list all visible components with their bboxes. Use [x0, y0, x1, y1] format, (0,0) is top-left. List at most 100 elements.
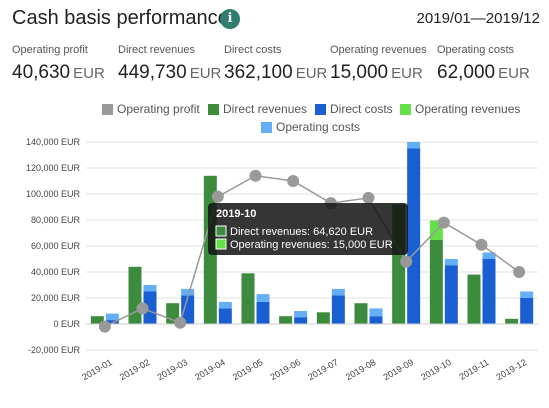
page-title: Cash basis performance: [12, 7, 229, 29]
series-line-operating-profit: [104, 175, 520, 328]
bar-direct-revenues: [316, 312, 330, 324]
x-tick-label: 2019-07: [306, 357, 340, 382]
y-tick-label: 20,000 EUR: [31, 293, 81, 303]
point-operating-profit: [475, 238, 488, 251]
bar-operating-costs: [331, 288, 345, 296]
kpi-label: Operating revenues: [330, 44, 427, 56]
kpi-value: 15,000 EUR: [330, 62, 427, 84]
bar-direct-revenues: [505, 318, 519, 324]
legend-label: Operating revenues: [415, 102, 520, 116]
point-operating-profit: [362, 191, 375, 204]
kpi-value: 449,730 EUR: [118, 62, 221, 84]
kpi-operating-profit: Operating profit 40,630 EUR: [12, 44, 105, 84]
point-operating-profit: [513, 266, 526, 278]
legend-swatch: [400, 104, 411, 115]
tooltip-title: 2019-10: [216, 208, 256, 220]
kpi-unit: EUR: [498, 65, 530, 82]
x-tick-label: 2019-06: [269, 357, 303, 382]
point-operating-profit: [136, 302, 149, 315]
bar-operating-costs: [105, 313, 119, 321]
bar-operating-costs: [218, 301, 232, 309]
bar-direct-revenues: [429, 239, 443, 324]
tooltip: 2019-10 Direct revenues: 64,620 EUROperat…: [208, 203, 408, 255]
kpi-unit: EUR: [73, 65, 105, 82]
kpi-number: 362,100: [224, 62, 293, 83]
bar-direct-revenues: [354, 303, 368, 324]
tooltip-line: Operating revenues: 15,000 EUR: [230, 239, 393, 251]
x-tick-label: 2019-12: [495, 357, 529, 382]
bar-direct-costs: [143, 291, 157, 324]
bar-operating-costs: [143, 285, 157, 292]
legend-label: Operating costs: [276, 120, 360, 134]
x-tick-label: 2019-11: [457, 357, 490, 382]
bar-direct-costs: [218, 308, 232, 324]
kpi-unit: EUR: [189, 65, 222, 82]
kpi-operating-costs: Operating costs 62,000 EUR: [437, 44, 530, 84]
kpi-label: Direct costs: [224, 44, 282, 56]
tooltip-line: Direct revenues: 64,620 EUR: [230, 226, 373, 238]
x-tick-label: 2019-08: [344, 357, 378, 382]
kpi-value: 40,630 EUR: [12, 62, 105, 84]
bar-direct-costs: [105, 320, 119, 324]
bar-operating-costs: [482, 252, 496, 259]
y-tick-label: 60,000 EUR: [31, 241, 81, 251]
kpi-direct-costs: Direct costs 362,100 EUR: [224, 44, 327, 84]
kpi-operating-revenues: Operating revenues 15,000 EUR: [330, 44, 427, 84]
header: Cash basis performance i 2019/01—2019/12: [12, 6, 542, 34]
info-icon[interactable]: i: [220, 9, 240, 29]
bar-direct-costs: [520, 298, 534, 324]
point-operating-profit: [211, 190, 224, 203]
point-operating-profit: [249, 169, 262, 182]
x-tick-label: 2019-04: [193, 357, 227, 382]
bar-operating-costs: [407, 142, 421, 149]
point-operating-profit: [98, 320, 111, 333]
date-range[interactable]: 2019/01—2019/12: [416, 10, 540, 27]
bar-direct-costs: [482, 259, 496, 324]
legend-swatch: [261, 122, 272, 133]
bar-direct-costs: [444, 265, 458, 324]
x-tick-label: 2019-02: [118, 357, 152, 382]
x-tick-label: 2019-05: [231, 357, 265, 382]
kpi-value: 362,100 EUR: [224, 62, 327, 84]
legend-label: Operating profit: [117, 102, 200, 116]
bar-direct-revenues: [128, 266, 142, 324]
bar-direct-revenues: [279, 316, 293, 324]
kpi-unit: EUR: [391, 65, 423, 82]
legend-label: Direct costs: [330, 102, 393, 116]
bar-direct-costs: [331, 295, 345, 324]
bar-direct-costs: [181, 295, 195, 324]
legend-label: Direct revenues: [223, 102, 307, 116]
kpi-label: Operating costs: [437, 44, 515, 56]
bar-direct-costs: [294, 317, 308, 324]
y-tick-label: 120,000 EUR: [26, 163, 81, 173]
legend-swatch: [102, 104, 113, 115]
y-tick-label: 100,000 EUR: [26, 189, 81, 199]
bar-direct-costs: [256, 301, 270, 324]
bar-direct-costs: [407, 148, 421, 324]
kpi-unit: EUR: [295, 65, 328, 82]
x-tick-label: 2019-09: [382, 357, 416, 382]
y-tick-label: 140,000 EUR: [26, 137, 81, 147]
bar-operating-costs: [444, 259, 458, 266]
legend-swatch: [315, 104, 326, 115]
point-operating-profit: [400, 255, 413, 268]
bar-operating-costs: [256, 294, 270, 302]
bar-direct-costs: [369, 316, 383, 324]
bar-operating-costs: [181, 288, 195, 296]
legend-swatch: [208, 104, 219, 115]
point-operating-profit: [437, 216, 450, 229]
y-tick-label: -20,000 EUR: [28, 345, 81, 355]
x-tick-label: 2019-03: [156, 357, 190, 382]
bar-direct-revenues: [467, 274, 481, 324]
point-operating-profit: [174, 316, 187, 329]
tooltip-box: [208, 203, 408, 255]
tooltip-swatch: [215, 225, 227, 237]
kpi-label: Direct revenues: [118, 44, 196, 56]
bar-operating-costs: [520, 291, 534, 298]
kpi-direct-revenues: Direct revenues 449,730 EUR: [118, 44, 221, 84]
x-tick-label: 2019-01: [80, 357, 114, 382]
y-tick-label: 80,000 EUR: [31, 215, 81, 225]
cash-basis-chart: -20,000 EUR 0 EUR 20,000 EUR 40,000 EUR 60,0…: [26, 102, 538, 382]
kpi-number: 62,000: [437, 62, 496, 83]
kpi-number: 449,730: [118, 62, 187, 83]
